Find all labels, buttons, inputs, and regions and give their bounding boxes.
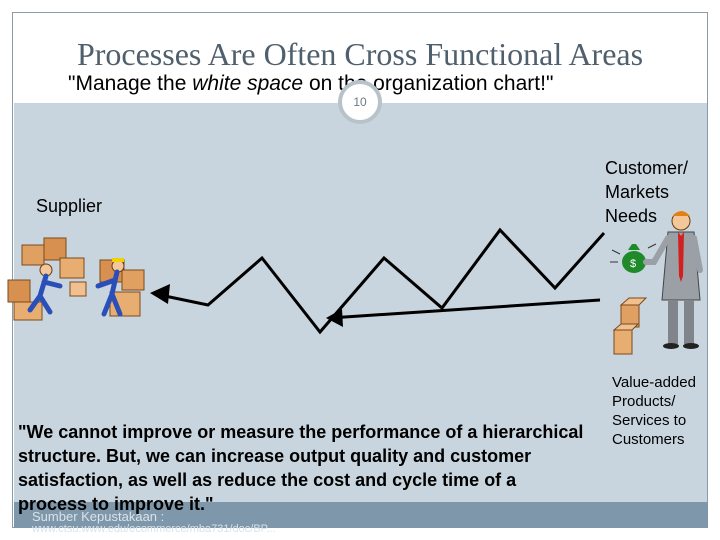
value-label-line-3: Services to bbox=[612, 412, 687, 429]
value-label-line-4: Customers bbox=[612, 431, 685, 448]
process-quote: "We cannot improve or measure the perfor… bbox=[18, 422, 584, 514]
customer-label-line-1: Customer/ bbox=[605, 158, 689, 178]
footer-bar bbox=[14, 502, 708, 528]
footer-source-url[interactable]: www.ctsu.www.edu/ecommerce/mba731/doc/BP… bbox=[32, 523, 276, 535]
slide-title: Processes Are Often Cross Functional Are… bbox=[76, 36, 644, 72]
customer-man-icon bbox=[643, 211, 703, 349]
value-label-line-2: Products/ bbox=[612, 393, 676, 410]
supplier-label: Supplier bbox=[36, 196, 103, 216]
footer-source-label: Sumber Kepustakaan : bbox=[32, 509, 165, 524]
boxes-workers-icon bbox=[7, 237, 145, 321]
value-label-line-1: Value-added bbox=[612, 374, 696, 391]
process-arrow-icon bbox=[150, 227, 606, 335]
customer-label-line-2: Markets bbox=[605, 182, 670, 202]
money-bag-icon: $ bbox=[610, 243, 657, 273]
product-boxes-icon bbox=[612, 297, 648, 355]
customer-label-line-3: Needs bbox=[605, 206, 658, 226]
svg-text:$: $ bbox=[630, 258, 636, 270]
slide-number: 10 bbox=[338, 80, 382, 124]
